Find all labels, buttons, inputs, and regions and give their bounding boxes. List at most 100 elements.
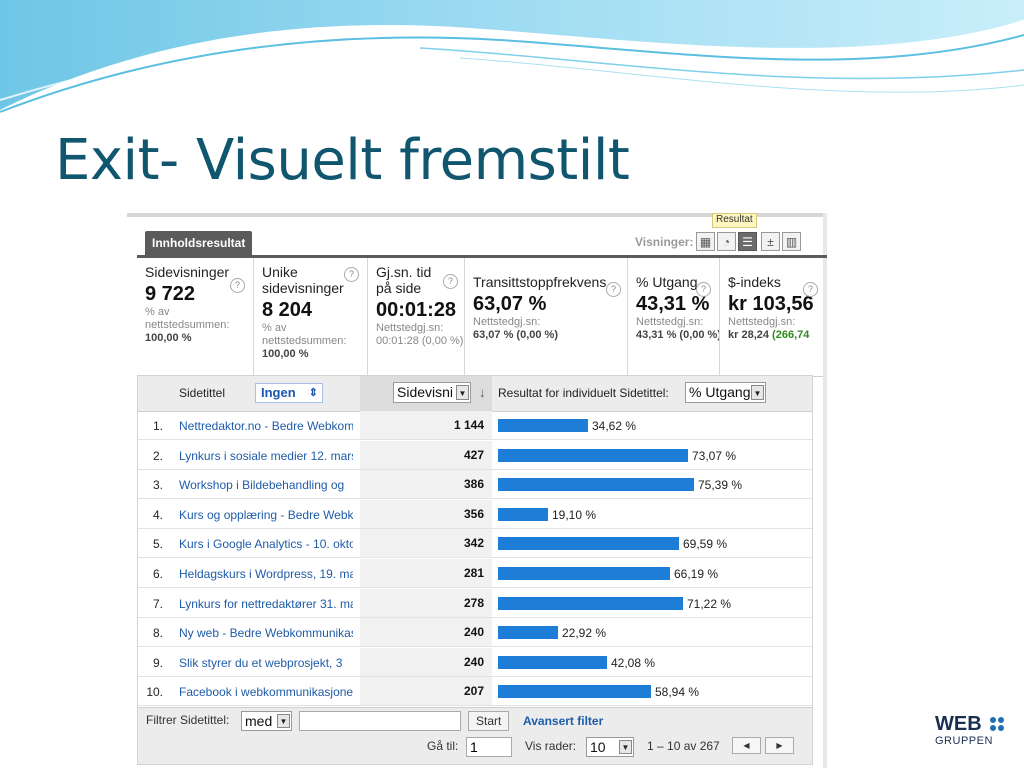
exit-percentage-label: 22,92 % xyxy=(562,626,607,641)
row-number: 3. xyxy=(152,478,163,493)
start-button[interactable]: Start xyxy=(468,711,510,731)
table-row: 10. Facebook i webkommunikasjonen 207 58,94… xyxy=(138,677,812,707)
secondary-dimension-value: Ingen xyxy=(261,385,296,400)
filter-input[interactable] xyxy=(299,711,461,731)
row-number: 2. xyxy=(152,448,163,463)
pageviews-value: 1 144 xyxy=(360,411,492,439)
page-title-link[interactable]: Nettredaktor.no - Bedre Webkommunikasjon xyxy=(179,419,353,433)
secondary-dimension-select[interactable]: Ingen ⇕ xyxy=(255,383,323,403)
table-row: 3. Workshop i Bildebehandling og 386 75,39 … xyxy=(138,470,812,500)
metric-sub-value: 63,07 % (0,00 %) xyxy=(473,329,558,341)
logo-main-text: WEB xyxy=(935,713,982,735)
page-title-link[interactable]: Slik styrer du et webprosjekt, 3 xyxy=(179,655,343,670)
result-metric-value: % Utgang xyxy=(689,384,751,400)
sort-metric-value: Sidevisni xyxy=(397,384,454,400)
pivot-view-icon[interactable]: ▥ xyxy=(782,232,801,251)
page-title-link[interactable]: Lynkurs i sosiale medier 12. mars xyxy=(179,448,353,463)
chevron-updown-icon: ⇕ xyxy=(308,387,318,399)
column-header-sidetittel[interactable]: Sidetittel xyxy=(179,386,226,400)
page-range: 1 – 10 av 267 xyxy=(647,739,720,753)
view-tooltip: Resultat xyxy=(712,213,757,228)
metric-label: Gj.sn. tid på side xyxy=(376,264,432,296)
goto-input[interactable]: 1 xyxy=(466,737,512,757)
metric-sub-value: kr 28,24 xyxy=(728,329,769,341)
metric-sidevisninger: Sidevisninger 9 722 % av nettstedsummen:… xyxy=(137,258,254,376)
help-icon[interactable]: ? xyxy=(803,282,818,297)
page-title-link[interactable]: Lynkurs for nettredaktører 31. mars xyxy=(179,596,353,611)
row-number: 10. xyxy=(146,685,163,700)
filter-mode-value: med xyxy=(245,713,273,729)
exit-percentage-label: 75,39 % xyxy=(698,478,743,493)
table-view-icon[interactable]: ▦ xyxy=(696,232,715,251)
exit-percentage-label: 42,08 % xyxy=(611,655,656,670)
exit-percentage-bar xyxy=(498,685,651,699)
exit-percentage-bar xyxy=(498,478,694,492)
pie-view-icon[interactable]: ◔ xyxy=(717,232,736,251)
row-number: 7. xyxy=(152,596,163,611)
rows-per-page-select[interactable]: 10 ▼ xyxy=(586,737,634,757)
page-title-link[interactable]: Heldagskurs i Wordpress, 19. mars xyxy=(179,567,353,581)
metric-value: kr 103,56 xyxy=(728,293,814,315)
page-title-link[interactable]: Workshop i Bildebehandling og xyxy=(179,478,345,493)
exit-percentage-bar xyxy=(498,567,670,580)
next-page-button[interactable]: ▶ xyxy=(765,737,794,754)
filter-mode-select[interactable]: med ▼ xyxy=(241,711,292,731)
tab-underline xyxy=(137,255,827,258)
metric-value: 00:01:28 xyxy=(376,299,457,321)
page-title-link[interactable]: Kurs i Google Analytics - 10. oktober xyxy=(179,537,353,552)
exit-percentage-bar xyxy=(498,448,688,462)
page-title-link[interactable]: Kurs og opplæring - Bedre Webkommunikasj… xyxy=(179,507,353,522)
pageviews-value: 240 xyxy=(360,618,492,647)
goto-label: Gå til: xyxy=(427,739,459,753)
exit-percentage-bar xyxy=(498,596,683,610)
performance-view-icon[interactable]: ☰ xyxy=(738,232,757,251)
pageviews-value: 342 xyxy=(360,529,492,558)
exit-percentage-label: 71,22 % xyxy=(687,596,732,611)
help-icon[interactable]: ? xyxy=(443,274,458,289)
exit-percentage-label: 19,10 % xyxy=(552,507,597,522)
page-title-link[interactable]: Ny web - Bedre Webkommunikasjon xyxy=(179,626,353,641)
results-table: Sidetittel Ingen ⇕ Sidevisni ▼ ↓ Resulta… xyxy=(137,375,813,765)
metric-sub-change: (266,74 xyxy=(772,329,810,341)
sort-metric-select[interactable]: Sidevisni ▼ xyxy=(393,382,471,403)
help-icon[interactable]: ? xyxy=(606,282,621,297)
arrow-right-icon: ▶ xyxy=(776,741,783,750)
metric-sub: Nettstedgj.sn: xyxy=(636,316,704,328)
exit-percentage-label: 34,62 % xyxy=(592,419,637,433)
tab-innholdsresultat[interactable]: Innholdsresultat xyxy=(145,231,253,255)
dropdown-arrow-icon: ▼ xyxy=(751,385,764,400)
sort-desc-icon[interactable]: ↓ xyxy=(479,385,486,400)
panel-top-border xyxy=(127,213,827,217)
table-row: 8. Ny web - Bedre Webkommunikasjon 240 22,9… xyxy=(138,618,812,648)
filter-label: Filtrer Sidetittel: xyxy=(146,713,230,727)
metric-tid-pa-side: Gj.sn. tid på side 00:01:28 Nettstedgj.s… xyxy=(368,258,465,376)
table-row: 9. Slik styrer du et webprosjekt, 3 240 42,… xyxy=(138,647,812,677)
exit-percentage-bar xyxy=(498,655,607,669)
table-row: 7. Lynkurs for nettredaktører 31. mars 278… xyxy=(138,588,812,618)
exit-percentage-label: 58,94 % xyxy=(655,685,700,700)
exit-percentage-bar xyxy=(498,419,588,432)
row-number: 8. xyxy=(152,626,163,641)
table-row: 1. Nettredaktor.no - Bedre Webkommunikasj… xyxy=(138,411,812,440)
page-title-link[interactable]: Facebook i webkommunikasjonen xyxy=(179,685,353,700)
exit-percentage-label: 66,19 % xyxy=(674,567,719,581)
metric-sub: % av nettstedsummen: xyxy=(145,306,230,331)
slide-title: Exit- Visuelt fremstilt xyxy=(55,128,630,193)
help-icon[interactable]: ? xyxy=(344,267,359,282)
metric-unike-sidevisninger: Unike sidevisninger 8 204 % av nettsteds… xyxy=(254,258,368,376)
webgruppen-logo: WEB GRUPPEN xyxy=(935,713,1005,749)
help-icon[interactable]: ? xyxy=(696,282,711,297)
dropdown-arrow-icon: ▼ xyxy=(619,740,632,754)
help-icon[interactable]: ? xyxy=(230,278,245,293)
result-metric-select[interactable]: % Utgang ▼ xyxy=(685,382,766,403)
rows-per-page-value: 10 xyxy=(590,739,606,755)
metric-label: % Utgang xyxy=(636,274,698,290)
metric-label: Unike sidevisninger xyxy=(262,264,344,296)
metric-summary: Sidevisninger 9 722 % av nettstedsummen:… xyxy=(137,258,823,377)
exit-percentage-bar xyxy=(498,626,558,640)
comparison-view-icon[interactable]: ± xyxy=(761,232,780,251)
pageviews-value: 207 xyxy=(360,677,492,706)
advanced-filter-link[interactable]: Avansert filter xyxy=(523,714,604,728)
metric-sub-value: 100,00 % xyxy=(262,348,309,360)
prev-page-button[interactable]: ◀ xyxy=(732,737,761,754)
